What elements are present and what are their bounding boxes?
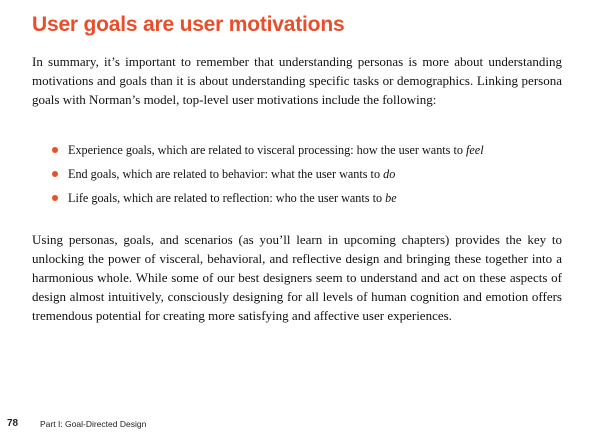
list-item-emphasis: feel bbox=[466, 143, 484, 157]
closing-paragraph: Using personas, goals, and scenarios (as… bbox=[32, 232, 562, 323]
list-item-text: Experience goals, which are related to v… bbox=[68, 143, 466, 157]
list-item-emphasis: be bbox=[385, 191, 397, 205]
motivation-list: Experience goals, which are related to v… bbox=[32, 138, 572, 210]
bullet-icon bbox=[52, 147, 58, 153]
running-head: Part I: Goal-Directed Design bbox=[40, 419, 147, 429]
list-item-text: End goals, which are related to behavior… bbox=[68, 167, 384, 181]
page-footer: 78 Part I: Goal-Directed Design bbox=[0, 416, 612, 432]
list-item-emphasis: do bbox=[383, 167, 396, 181]
list-item-end-goals: End goals, which are related to behavior… bbox=[32, 162, 572, 186]
bullet-icon bbox=[52, 171, 58, 177]
page-number: 78 bbox=[7, 418, 19, 429]
list-item-experience-goals: Experience goals, which are related to v… bbox=[32, 138, 572, 162]
section-heading: User goals are user motivations bbox=[32, 13, 345, 36]
intro-paragraph: In summary, it’s important to remember t… bbox=[32, 54, 562, 107]
bullet-icon bbox=[52, 195, 58, 201]
list-item-text: Life goals, which are related to reflect… bbox=[68, 191, 386, 205]
list-item-life-goals: Life goals, which are related to reflect… bbox=[32, 186, 572, 210]
